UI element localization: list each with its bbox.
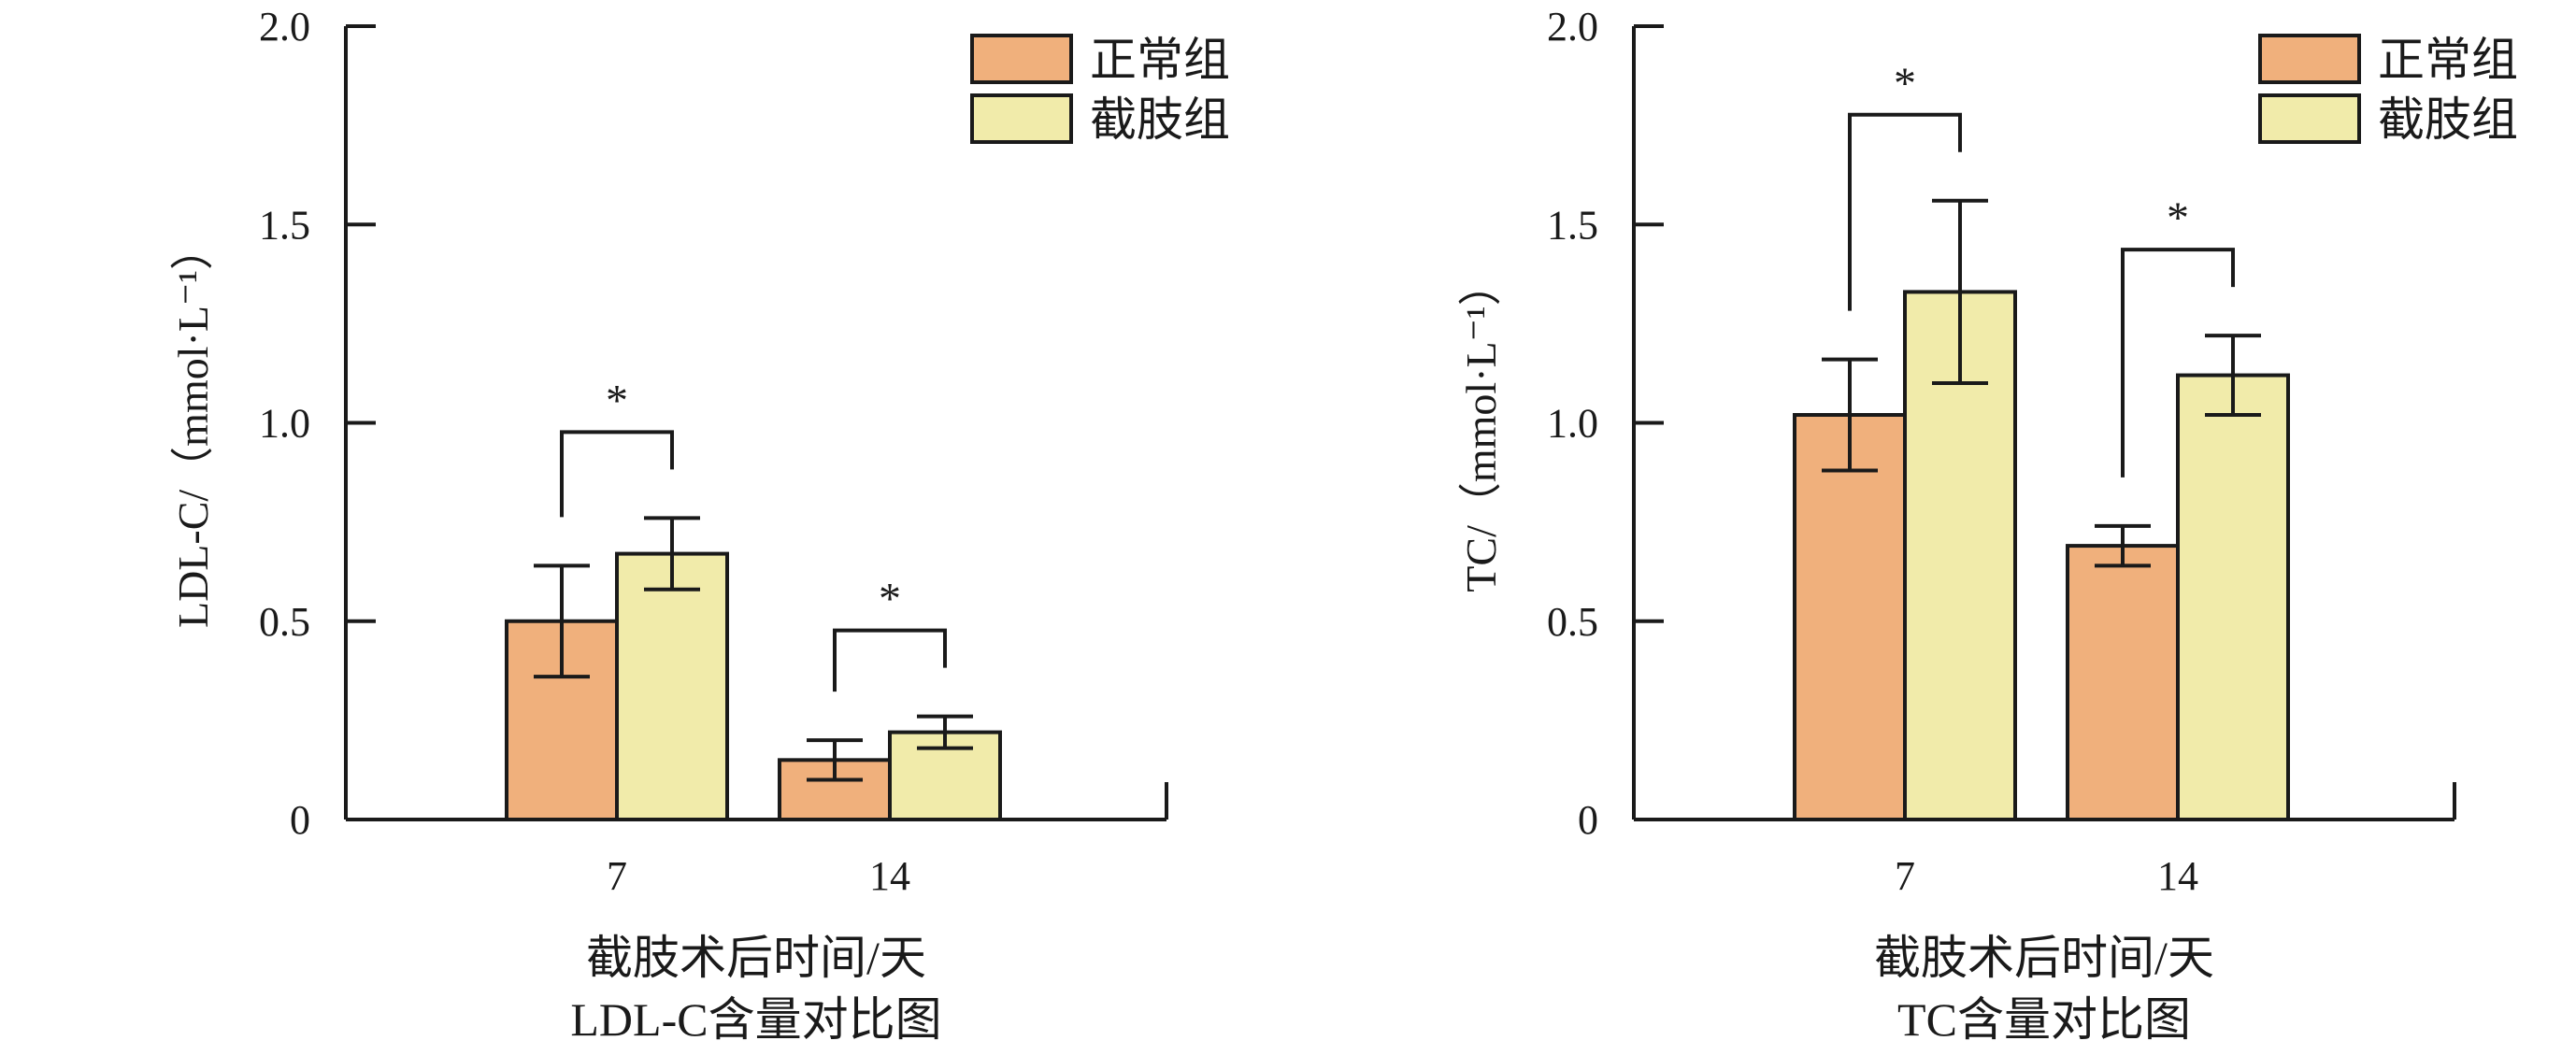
y-tick-label: 1.5 (1547, 202, 1598, 248)
y-tick-label: 0 (1578, 797, 1598, 843)
significance-marker: * (1894, 59, 1916, 108)
x-tick-label: 14 (869, 853, 910, 899)
y-tick-label: 0.5 (1547, 599, 1598, 645)
x-tick-label: 7 (1895, 853, 1915, 899)
significance-marker: * (2167, 193, 2189, 243)
significance-bracket (1848, 112, 1962, 311)
x-axis-label: 截肢术后时间/天 (1874, 932, 2214, 984)
ldl-c-chart: 0 0.5 1.0 1.5 2.0 LDL-C/（mmol·L⁻¹） 7 * 14 * 正常组截肢组… (169, 4, 1230, 1046)
legend-label: 正常组 (2378, 34, 2518, 86)
significance-marker: * (879, 575, 901, 624)
legend-swatch (970, 34, 1073, 84)
figure-caption: TC含量对比图 (1897, 993, 2191, 1046)
bar (2066, 544, 2180, 821)
y-tick-label: 0.5 (259, 599, 310, 645)
x-tick-label: 14 (2157, 853, 2198, 899)
ldl-c-chart-svg: 0 0.5 1.0 1.5 2.0 LDL-C/（mmol·L⁻¹） 7 * 14 * 正常组截肢组… (169, 4, 1230, 1046)
figure-caption: LDL-C含量对比图 (570, 993, 941, 1046)
bar (1793, 413, 1907, 821)
y-tick-label: 2.0 (1547, 4, 1598, 50)
legend-swatch (970, 93, 1073, 144)
legend-label: 正常组 (1090, 34, 1230, 86)
significance-bracket (2121, 248, 2235, 478)
y-axis-label: LDL-C/（mmol·L⁻¹） (169, 227, 217, 628)
bar (615, 551, 729, 822)
bar (2176, 373, 2290, 821)
x-axis-label: 截肢术后时间/天 (586, 932, 926, 984)
significance-bracket (560, 430, 674, 518)
legend-label: 截肢组 (2378, 93, 2518, 146)
y-tick-label: 2.0 (259, 4, 310, 50)
y-tick-label: 1.0 (259, 401, 310, 447)
tc-chart: 0 0.5 1.0 1.5 2.0 TC/（mmol·L⁻¹） 7 * 14 * 正常组截肢组截肢术… (1288, 0, 2576, 1055)
significance-bracket (833, 628, 947, 692)
legend-label: 截肢组 (1090, 93, 1230, 146)
tc-chart-svg: 0 0.5 1.0 1.5 2.0 TC/（mmol·L⁻¹） 7 * 14 * 正常组截肢组截肢术… (1457, 4, 2518, 1046)
x-tick-label: 7 (607, 853, 627, 899)
legend-swatch (2258, 93, 2361, 144)
y-tick-label: 1.5 (259, 202, 310, 248)
y-tick-label: 1.0 (1547, 401, 1598, 447)
y-axis-label: TC/（mmol·L⁻¹） (1457, 263, 1505, 592)
y-tick-label: 0 (290, 797, 310, 843)
legend-swatch (2258, 34, 2361, 84)
significance-marker: * (606, 376, 628, 425)
